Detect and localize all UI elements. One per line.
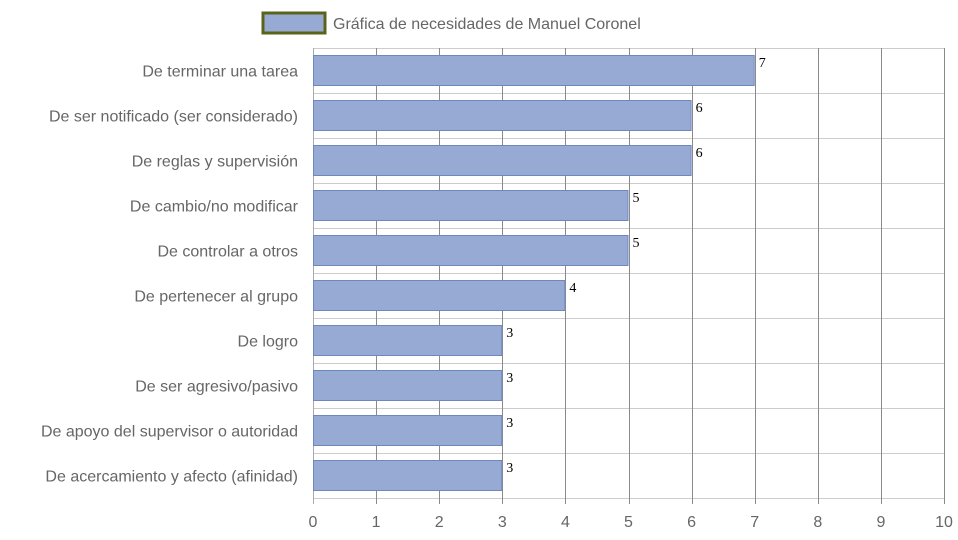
category-label: De acercamiento y afecto (afinidad) [45, 469, 298, 486]
value-label: 3 [506, 326, 513, 341]
category-label: De controlar a otros [157, 244, 298, 261]
x-tick-label: 3 [498, 514, 507, 531]
category-label: De logro [238, 334, 299, 351]
x-tick-label: 10 [935, 514, 953, 531]
bar[interactable] [313, 145, 692, 176]
value-label: 3 [506, 371, 513, 386]
bar[interactable] [313, 190, 629, 221]
category-label: De terminar una tarea [142, 64, 298, 81]
value-label: 5 [633, 191, 640, 206]
bar[interactable] [313, 100, 692, 131]
x-tick-label: 7 [750, 514, 759, 531]
value-label: 4 [569, 281, 576, 296]
category-label: De ser notificado (ser considerado) [49, 109, 298, 126]
value-label: 3 [506, 416, 513, 431]
category-label: De reglas y supervisión [132, 154, 298, 171]
value-label: 6 [696, 146, 703, 161]
category-label: De ser agresivo/pasivo [135, 379, 298, 396]
value-label: 3 [506, 461, 513, 476]
category-label: De pertenecer al grupo [134, 289, 298, 306]
x-tick-label: 5 [624, 514, 633, 531]
bar[interactable] [313, 370, 503, 401]
x-tick-label: 1 [372, 514, 381, 531]
category-labels: De terminar una tarea De ser notificado (… [41, 64, 299, 486]
bars [313, 55, 755, 491]
value-labels: 7 6 6 5 5 4 3 3 3 3 [506, 56, 765, 476]
category-label: De apoyo del supervisor o autoridad [41, 424, 298, 441]
legend-swatch[interactable] [261, 11, 327, 35]
value-label: 6 [696, 101, 703, 116]
bar[interactable] [313, 325, 503, 356]
x-tick-label: 6 [687, 514, 696, 531]
x-tick-label: 2 [435, 514, 444, 531]
x-tick-label: 0 [309, 514, 318, 531]
value-label: 7 [759, 56, 766, 71]
bar[interactable] [313, 55, 755, 86]
x-axis: 0 1 2 3 4 5 6 7 8 9 10 [309, 514, 953, 531]
x-tick-label: 4 [561, 514, 570, 531]
bar[interactable] [313, 280, 566, 311]
value-label: 5 [633, 236, 640, 251]
bar[interactable] [313, 460, 503, 491]
x-tick-label: 9 [876, 514, 885, 531]
category-label: De cambio/no modificar [130, 199, 299, 216]
legend-label[interactable]: Gráfica de necesidades de Manuel Coronel [333, 16, 641, 33]
bar[interactable] [313, 235, 629, 266]
x-tick-label: 8 [813, 514, 822, 531]
legend[interactable]: Gráfica de necesidades de Manuel Coronel [261, 11, 641, 35]
bar[interactable] [313, 415, 503, 446]
